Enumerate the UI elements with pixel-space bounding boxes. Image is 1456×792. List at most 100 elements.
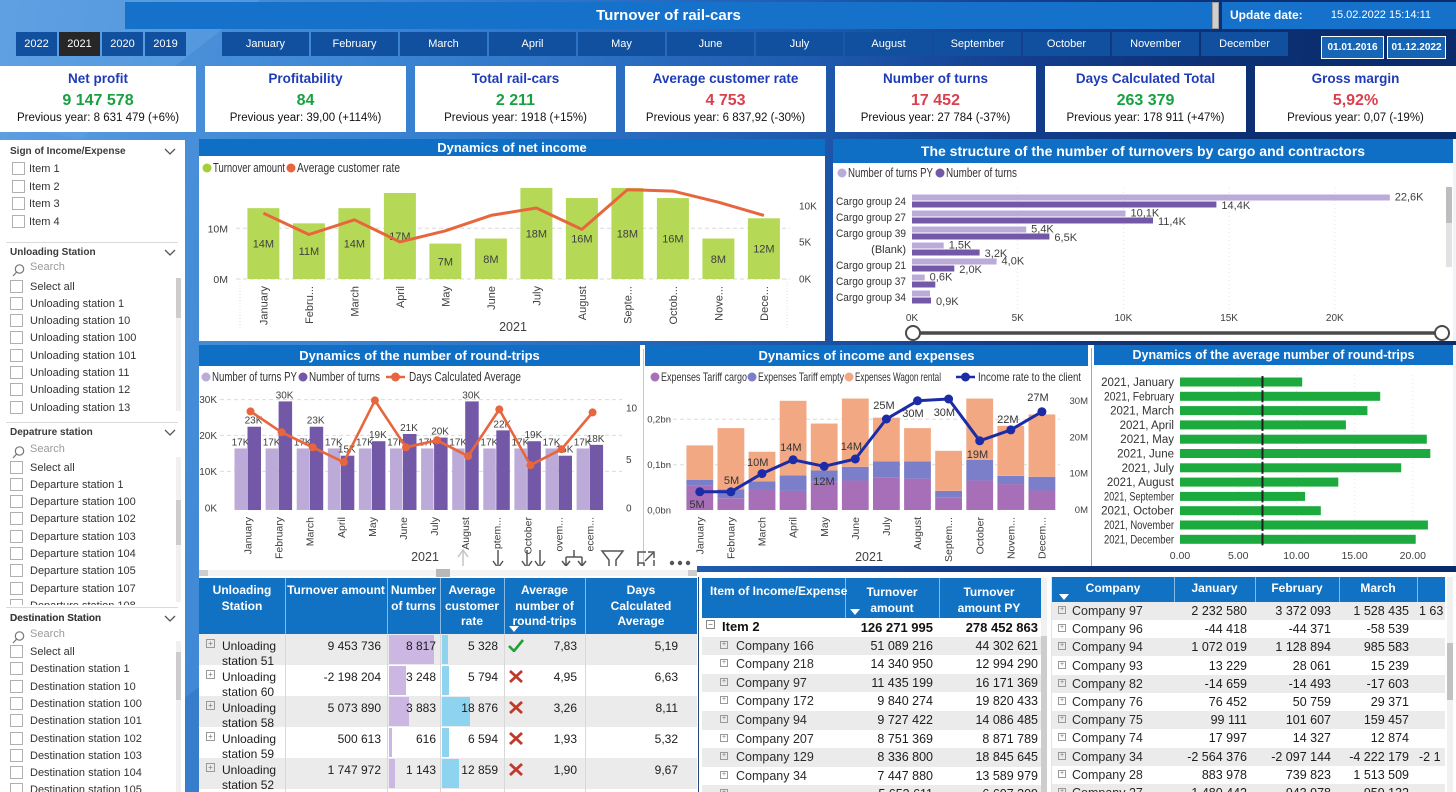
svg-text:0,1bn: 0,1bn	[647, 460, 671, 471]
svg-text:8M: 8M	[483, 254, 498, 266]
svg-text:17K: 17K	[232, 437, 250, 448]
svg-text:April: April	[336, 517, 348, 538]
svg-text:ptem...: ptem...	[491, 517, 503, 549]
svg-text:16M: 16M	[662, 234, 683, 246]
svg-text:10M: 10M	[208, 223, 228, 235]
svg-text:Octob...: Octob...	[668, 286, 680, 325]
svg-text:Number of turns PY: Number of turns PY	[848, 166, 934, 180]
svg-text:January: January	[243, 516, 255, 554]
svg-text:Cargo group 39: Cargo group 39	[836, 228, 906, 240]
svg-text:Novem...: Novem...	[1005, 517, 1017, 559]
svg-text:Nove...: Nove...	[713, 286, 725, 321]
svg-text:4,0K: 4,0K	[1002, 256, 1025, 268]
svg-text:0K: 0K	[205, 503, 218, 514]
svg-text:Septe...: Septe...	[622, 286, 634, 324]
svg-text:6,5K: 6,5K	[1054, 232, 1077, 244]
svg-text:July: July	[531, 286, 543, 306]
svg-text:August: August	[460, 517, 472, 550]
svg-text:0,2bn: 0,2bn	[647, 415, 671, 426]
svg-text:May: May	[819, 516, 831, 537]
svg-text:2021, April: 2021, April	[1120, 420, 1174, 432]
svg-text:30K: 30K	[462, 390, 480, 401]
svg-text:17K: 17K	[480, 437, 498, 448]
svg-text:1,5K: 1,5K	[949, 240, 972, 252]
svg-text:25M: 25M	[873, 400, 894, 412]
svg-text:2021, June: 2021, June	[1117, 449, 1174, 461]
svg-text:11M: 11M	[299, 246, 320, 258]
svg-text:10,1K: 10,1K	[1131, 208, 1160, 220]
svg-text:July: July	[429, 516, 441, 535]
svg-text:Cargo group 34: Cargo group 34	[836, 292, 906, 304]
svg-text:Turnover amount: Turnover amount	[213, 161, 285, 175]
svg-text:17K: 17K	[449, 437, 467, 448]
svg-text:April: April	[788, 517, 800, 538]
svg-text:15K: 15K	[1220, 313, 1238, 324]
svg-text:Cargo group 21: Cargo group 21	[836, 260, 906, 272]
svg-text:5K: 5K	[799, 238, 812, 249]
svg-text:23K: 23K	[245, 416, 263, 427]
svg-text:2021, March: 2021, March	[1110, 406, 1174, 418]
svg-text:Decem...: Decem...	[1037, 517, 1049, 559]
svg-text:October: October	[974, 517, 986, 555]
svg-text:10M: 10M	[1070, 469, 1088, 480]
svg-text:7M: 7M	[438, 256, 453, 268]
svg-text:0,6K: 0,6K	[930, 272, 953, 284]
svg-text:10M: 10M	[747, 457, 768, 469]
svg-text:ovem...: ovem...	[554, 517, 566, 551]
svg-text:20K: 20K	[1326, 313, 1344, 324]
svg-text:14,4K: 14,4K	[1221, 200, 1250, 212]
svg-text:October: October	[522, 517, 534, 555]
svg-text:17K: 17K	[263, 437, 281, 448]
svg-text:Average customer rate: Average customer rate	[297, 161, 400, 175]
svg-text:2021, July: 2021, July	[1122, 463, 1175, 475]
svg-text:March: March	[305, 517, 317, 546]
svg-text:June: June	[850, 517, 862, 540]
svg-text:5K: 5K	[1012, 313, 1025, 324]
svg-text:15K: 15K	[338, 445, 356, 456]
svg-text:2021: 2021	[499, 320, 527, 334]
svg-text:12M: 12M	[753, 244, 774, 256]
svg-text:3,2K: 3,2K	[985, 248, 1008, 260]
svg-text:May: May	[367, 516, 379, 537]
svg-text:30M: 30M	[934, 407, 955, 419]
svg-text:March: March	[757, 517, 769, 546]
svg-text:June: June	[398, 517, 410, 540]
svg-text:19K: 19K	[369, 430, 387, 441]
svg-text:Days Calculated Average: Days Calculated Average	[409, 370, 521, 384]
svg-text:17K: 17K	[325, 437, 343, 448]
svg-text:17K: 17K	[356, 437, 374, 448]
svg-text:0.00: 0.00	[1170, 550, 1191, 562]
svg-text:17K: 17K	[543, 437, 561, 448]
svg-text:20M: 20M	[1070, 433, 1088, 444]
svg-text:20.00: 20.00	[1400, 550, 1426, 562]
svg-text:0,0bn: 0,0bn	[647, 506, 671, 517]
svg-text:2021, May: 2021, May	[1120, 434, 1174, 446]
svg-text:2021, November: 2021, November	[1104, 520, 1174, 532]
svg-text:10K: 10K	[199, 467, 217, 478]
svg-text:Number of turns: Number of turns	[309, 370, 380, 384]
svg-text:0: 0	[626, 503, 632, 514]
svg-text:August: August	[577, 286, 589, 320]
svg-text:Expenses Tariff cargo: Expenses Tariff cargo	[661, 370, 747, 384]
svg-text:Number of turns: Number of turns	[946, 166, 1017, 180]
svg-text:17K: 17K	[574, 437, 592, 448]
svg-text:27M: 27M	[1027, 392, 1048, 404]
svg-text:10: 10	[626, 404, 638, 415]
svg-text:22K: 22K	[493, 419, 511, 430]
svg-text:2021: 2021	[855, 550, 883, 564]
svg-text:5M: 5M	[724, 475, 739, 487]
svg-text:18K: 18K	[587, 434, 605, 445]
svg-text:Expenses Wagon rental: Expenses Wagon rental	[855, 370, 941, 384]
svg-text:30M: 30M	[902, 408, 923, 420]
svg-text:0K: 0K	[906, 313, 919, 324]
svg-text:0,9K: 0,9K	[936, 296, 959, 308]
svg-text:2021, December: 2021, December	[1104, 534, 1174, 546]
svg-text:July: July	[881, 516, 893, 535]
svg-text:Expenses Tariff empty: Expenses Tariff empty	[758, 370, 844, 384]
svg-text:14M: 14M	[780, 442, 801, 454]
svg-text:January: January	[258, 286, 270, 326]
svg-text:14M: 14M	[841, 441, 862, 453]
svg-text:14M: 14M	[253, 239, 274, 251]
svg-text:0M: 0M	[1075, 505, 1088, 516]
svg-text:2021, February: 2021, February	[1104, 391, 1174, 403]
